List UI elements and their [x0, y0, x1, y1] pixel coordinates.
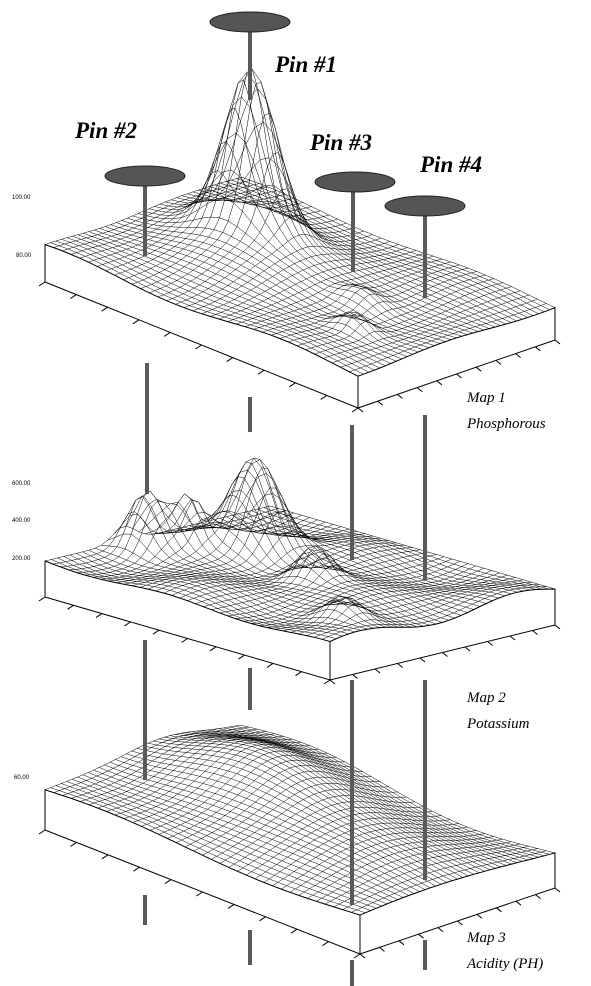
axis-tick [182, 639, 188, 643]
axis-tick [533, 631, 538, 635]
axis-tick [260, 917, 266, 921]
map-name: Potassium [466, 716, 530, 732]
axis-tick [289, 383, 295, 387]
axis-tick [420, 658, 425, 662]
axis-tick [443, 653, 448, 657]
pin-head [210, 12, 290, 32]
axis-tick [165, 880, 171, 884]
z-tick-label: 80.00 [16, 253, 32, 259]
axis-tick [476, 367, 481, 371]
map-name: Acidity (PH) [466, 956, 543, 972]
axis-tick [458, 921, 463, 925]
axis-tick [96, 614, 102, 618]
axis-tick [239, 655, 245, 659]
axis-tick [258, 370, 264, 374]
axis-tick [321, 395, 327, 399]
z-tick-label: 200.00 [12, 556, 31, 562]
axis-tick [510, 636, 515, 640]
pin-head [385, 196, 465, 216]
map-title: Map 3 [466, 930, 506, 946]
axis-tick [102, 855, 108, 859]
z-tick-label: 600.00 [12, 481, 31, 487]
axis-tick [555, 888, 560, 892]
axis-tick [134, 867, 140, 871]
axis-tick [324, 680, 330, 684]
axis-tick [196, 345, 202, 349]
axis-tick [488, 642, 493, 646]
axis-tick [477, 914, 482, 918]
axis-tick [555, 625, 560, 629]
axis-tick [516, 354, 521, 358]
axis-tick [398, 664, 403, 668]
axis-tick [133, 320, 139, 324]
axis-tick [291, 929, 297, 933]
axis-tick [535, 347, 540, 351]
axis-tick [555, 340, 560, 344]
axis-tick [496, 360, 501, 364]
axis-tick [419, 934, 424, 938]
axis-tick [437, 381, 442, 385]
axis-tick [164, 332, 170, 336]
axis-tick [438, 928, 443, 932]
axis-tick [125, 622, 131, 626]
axis-tick [516, 901, 521, 905]
axis-tick [360, 954, 365, 958]
axis-tick [323, 942, 329, 946]
map-title: Map 1 [466, 390, 506, 406]
map-title: Map 2 [466, 690, 506, 706]
axis-tick [465, 647, 470, 651]
axis-tick [227, 358, 233, 362]
axis-tick [378, 401, 383, 405]
pin-head [315, 172, 395, 192]
z-tick-label: 60.00 [14, 775, 30, 781]
diagram: Pin #1 Pin #2 Pin #3 Pin #4 Map 1 Phosph… [0, 0, 591, 986]
axis-tick [39, 597, 45, 601]
axis-tick [380, 947, 385, 951]
axis-tick [68, 605, 74, 609]
pin-label: Pin #4 [419, 152, 482, 177]
axis-tick [210, 647, 216, 651]
axis-tick [267, 663, 273, 667]
pin-label: Pin #2 [74, 118, 137, 143]
axis-tick [497, 908, 502, 912]
pin-head [105, 166, 185, 186]
axis-tick [71, 842, 77, 846]
axis-tick [352, 408, 358, 412]
axis-tick [536, 895, 541, 899]
axis-tick [399, 941, 404, 945]
axis-tick [153, 630, 159, 634]
axis-tick [228, 904, 234, 908]
axis-tick [39, 830, 45, 834]
axis-tick [358, 408, 363, 412]
axis-tick [197, 892, 203, 896]
axis-tick [70, 295, 76, 299]
pin-label: Pin #1 [274, 52, 337, 77]
axis-tick [39, 282, 45, 286]
surfaces [39, 69, 560, 958]
axis-tick [330, 680, 335, 684]
axis-tick [457, 374, 462, 378]
pin-label: Pin #3 [309, 130, 372, 155]
axis-tick [353, 675, 358, 679]
map-name: Phosphorous [466, 416, 546, 432]
axis-tick [397, 394, 402, 398]
axis-tick [296, 672, 302, 676]
z-tick-label: 400.00 [12, 518, 31, 524]
z-tick-label: 100.00 [12, 195, 31, 201]
axis-tick [375, 669, 380, 673]
axis-tick [354, 954, 360, 958]
axis-tick [102, 307, 108, 311]
axis-tick [417, 388, 422, 392]
